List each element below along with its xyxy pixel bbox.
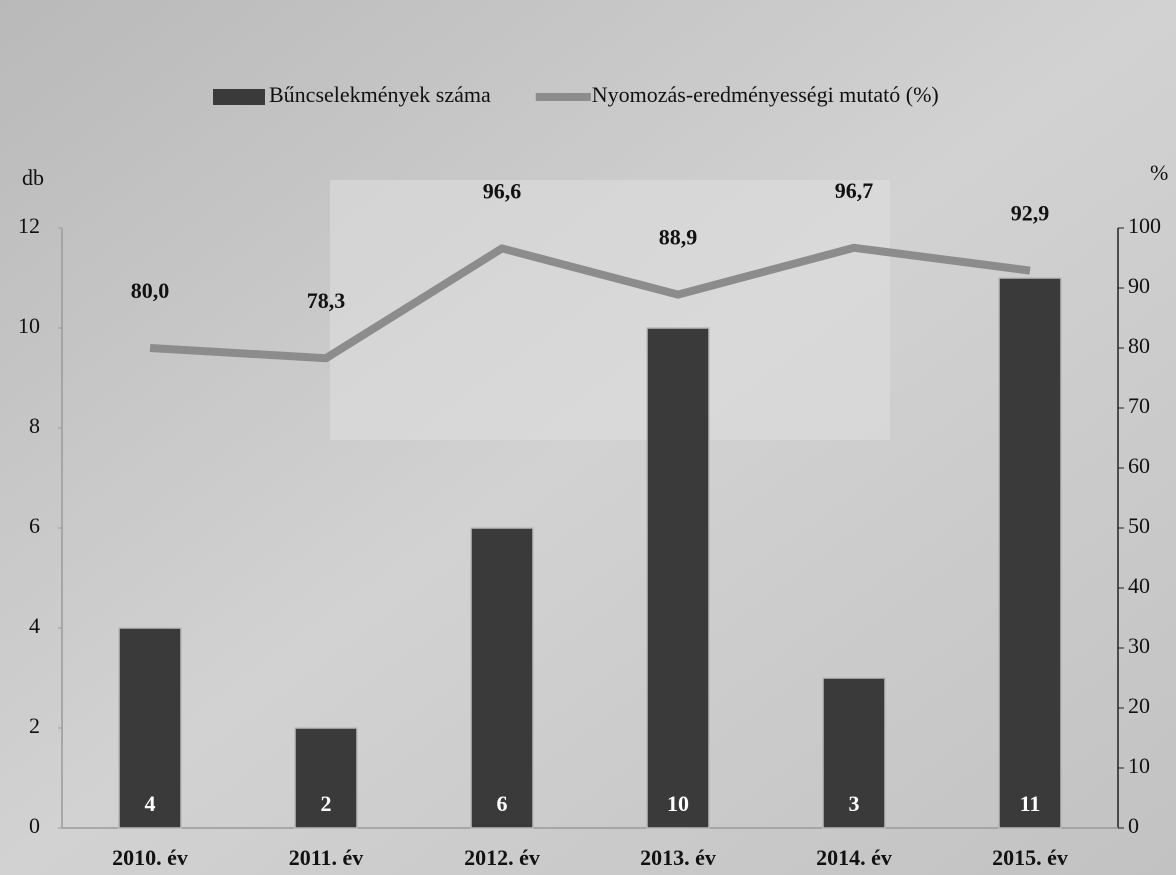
line-value-label: 88,9: [659, 225, 698, 250]
y2-tick-label: 0: [1128, 813, 1139, 838]
y-tick-label: 4: [29, 613, 40, 638]
x-tick-label: 2014. év: [816, 845, 892, 870]
line-value-label: 80,0: [131, 278, 170, 303]
bar-value-label: 11: [1020, 791, 1041, 816]
y2-tick-label: 30: [1128, 633, 1150, 658]
line-value-label: 96,6: [483, 178, 522, 203]
y2-axis-title: %: [1150, 160, 1168, 185]
legend-swatch: [213, 89, 265, 105]
x-tick-label: 2010. év: [112, 845, 188, 870]
x-tick-label: 2015. év: [992, 845, 1068, 870]
background-photo: [330, 180, 890, 440]
bar-value-label: 10: [667, 791, 689, 816]
y-tick-label: 0: [29, 813, 40, 838]
bar-value-label: 6: [497, 791, 508, 816]
line: [149, 243, 1031, 363]
y2-tick-label: 20: [1128, 693, 1150, 718]
bar: [470, 527, 534, 829]
bar-value-label: 4: [145, 791, 156, 816]
legend-label: Nyomozás-eredményességi mutató (%): [592, 82, 939, 107]
x-tick-label: 2013. év: [640, 845, 716, 870]
line-value-label: 92,9: [1011, 201, 1050, 226]
y-tick-label: 12: [18, 213, 40, 238]
y-tick-label: 2: [29, 713, 40, 738]
y2-tick-label: 80: [1128, 333, 1150, 358]
bar: [294, 727, 358, 829]
line-value-label: 96,7: [835, 178, 874, 203]
line-value-label: 78,3: [307, 288, 346, 313]
x-tick-label: 2012. év: [464, 845, 540, 870]
bar-value-label: 2: [321, 791, 332, 816]
y2-tick-label: 70: [1128, 393, 1150, 418]
y-tick-label: 6: [29, 513, 40, 538]
y2-tick-label: 50: [1128, 513, 1150, 538]
bar-value-label: 3: [849, 791, 860, 816]
y-axis-title: db: [22, 165, 44, 190]
y2-tick-label: 100: [1128, 213, 1161, 238]
x-tick-label: 2011. év: [289, 845, 364, 870]
bar: [646, 327, 710, 829]
y2-tick-label: 60: [1128, 453, 1150, 478]
y-tick-label: 8: [29, 413, 40, 438]
y2-tick-label: 40: [1128, 573, 1150, 598]
bar: [118, 627, 182, 829]
bar: [998, 277, 1062, 829]
bar: [822, 677, 886, 829]
y2-tick-label: 90: [1128, 273, 1150, 298]
y2-tick-label: 10: [1128, 753, 1150, 778]
y-tick-label: 10: [18, 313, 40, 338]
legend-label: Bűncselekmények száma: [269, 82, 491, 107]
